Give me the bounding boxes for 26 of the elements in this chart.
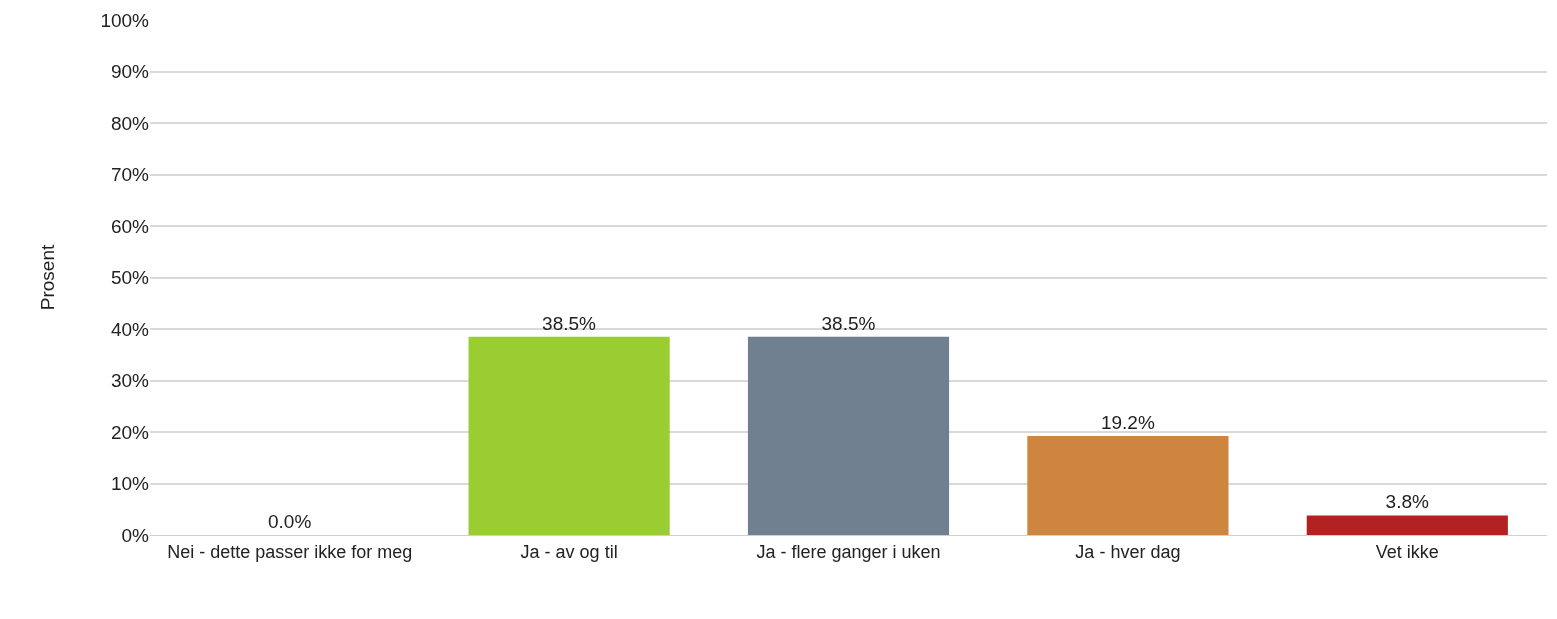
y-tick-label: 10% <box>110 473 150 495</box>
y-tick-label: 20% <box>110 421 150 443</box>
y-tick-label: 100% <box>100 9 150 31</box>
x-tick-label: Ja - hver dag <box>1075 541 1181 562</box>
bar <box>747 336 950 535</box>
data-label: 0.0% <box>267 511 312 532</box>
y-axis-title: Prosent <box>37 244 59 311</box>
data-label: 3.8% <box>1385 491 1430 513</box>
bar <box>1027 436 1229 535</box>
bar <box>468 336 670 535</box>
data-label: 19.2% <box>1100 412 1155 434</box>
x-tick-label: Nei - dette passer ikke for meg <box>167 541 413 562</box>
y-tick-label: 70% <box>110 164 150 186</box>
y-tick-label: 90% <box>110 61 150 83</box>
y-tick-label: 0% <box>121 524 150 546</box>
y-tick-label: 80% <box>110 112 150 134</box>
x-tick-label: Ja - flere ganger i uken <box>756 541 941 562</box>
data-label: 38.5% <box>821 312 876 334</box>
x-tick-label: Vet ikke <box>1375 541 1439 562</box>
y-tick-label: 40% <box>110 318 150 340</box>
y-tick-label: 50% <box>110 267 150 289</box>
y-tick-label: 60% <box>110 215 150 237</box>
data-label: 38.5% <box>542 312 597 334</box>
bar <box>1306 515 1508 535</box>
x-tick-label: Ja - av og til <box>520 541 618 562</box>
y-tick-label: 30% <box>110 370 150 392</box>
